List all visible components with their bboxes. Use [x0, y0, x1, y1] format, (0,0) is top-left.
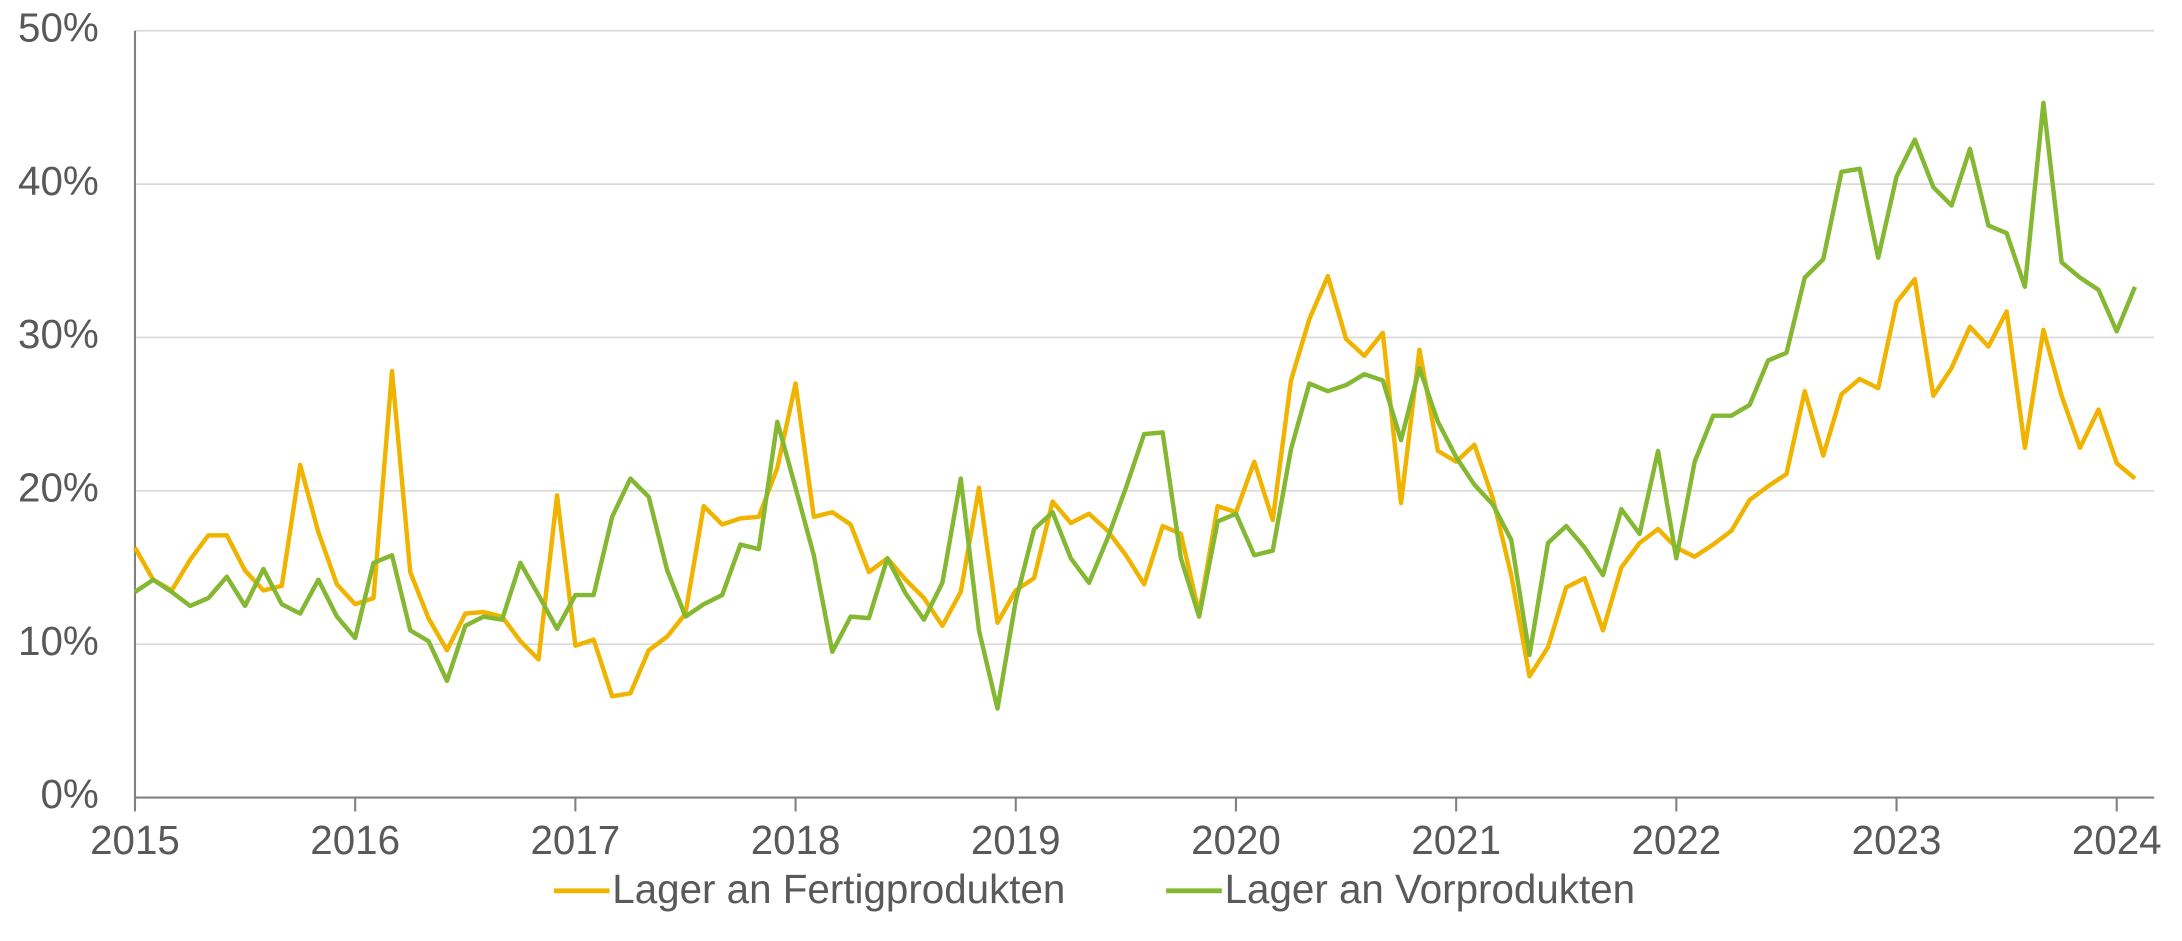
legend-label: Lager an Vorprodukten [1225, 866, 1635, 912]
series-line [133, 273, 2137, 699]
series-line [133, 100, 2138, 711]
x-tick-label: 2023 [1852, 817, 1942, 863]
y-tick-label: 0% [40, 771, 98, 817]
x-tick-label: 2022 [1631, 817, 1721, 863]
y-tick-label: 20% [18, 464, 99, 510]
y-tick-label: 50% [18, 4, 99, 50]
y-tick-label: 30% [18, 311, 99, 357]
y-tick-label: 10% [18, 618, 99, 664]
x-tick-label: 2017 [530, 817, 620, 863]
x-tick-label: 2020 [1191, 817, 1281, 863]
x-tick-label: 2024 [2072, 817, 2162, 863]
legend-label: Lager an Fertigprodukten [612, 866, 1065, 912]
y-tick-label: 40% [18, 158, 99, 204]
x-tick-label: 2018 [751, 817, 841, 863]
x-tick-label: 2019 [971, 817, 1061, 863]
x-tick-label: 2016 [310, 817, 400, 863]
x-tick-label: 2021 [1411, 817, 1501, 863]
x-tick-label: 2015 [90, 817, 180, 863]
